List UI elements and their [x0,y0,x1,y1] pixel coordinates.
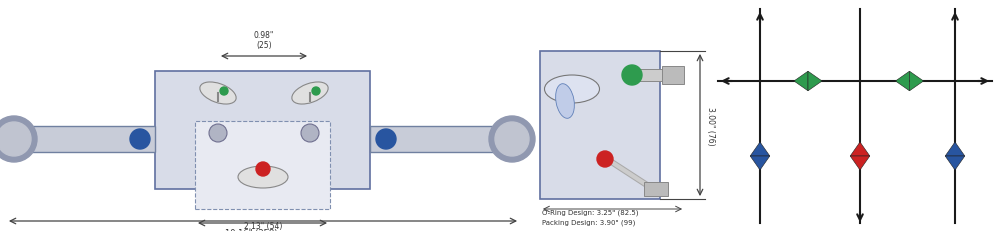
FancyBboxPatch shape [540,52,660,199]
Polygon shape [850,142,870,156]
Circle shape [622,66,642,86]
Polygon shape [808,72,822,91]
Circle shape [301,125,319,142]
Ellipse shape [544,76,600,103]
FancyBboxPatch shape [638,70,666,82]
FancyBboxPatch shape [644,182,668,196]
FancyBboxPatch shape [662,67,684,85]
Circle shape [376,129,396,149]
Circle shape [130,129,150,149]
Text: 3.00" (76): 3.00" (76) [706,106,715,145]
FancyBboxPatch shape [155,72,370,189]
Ellipse shape [292,83,328,105]
Circle shape [209,125,227,142]
Circle shape [0,122,31,156]
FancyBboxPatch shape [370,126,500,152]
Polygon shape [909,72,924,91]
Polygon shape [794,72,808,91]
Polygon shape [850,156,870,170]
Text: 0.98"
(25): 0.98" (25) [254,30,274,50]
Text: 2.13" (54): 2.13" (54) [244,221,282,230]
Polygon shape [945,156,965,170]
Text: Packing Design: 3.90" (99): Packing Design: 3.90" (99) [542,219,635,225]
Ellipse shape [200,83,236,105]
Circle shape [489,116,535,162]
Polygon shape [750,142,770,156]
Circle shape [495,122,529,156]
Polygon shape [750,156,770,170]
Ellipse shape [556,84,574,119]
Polygon shape [945,142,965,156]
Circle shape [256,162,270,176]
FancyBboxPatch shape [195,122,330,209]
Circle shape [220,88,228,96]
Ellipse shape [238,166,288,188]
Text: O-Ring Design: 3.25" (82.5): O-Ring Design: 3.25" (82.5) [542,209,639,216]
Circle shape [312,88,320,96]
Polygon shape [895,72,909,91]
Circle shape [597,151,613,167]
Circle shape [0,116,37,162]
FancyBboxPatch shape [12,126,155,152]
Text: 10.16" (258) open: 10.16" (258) open [225,228,301,231]
